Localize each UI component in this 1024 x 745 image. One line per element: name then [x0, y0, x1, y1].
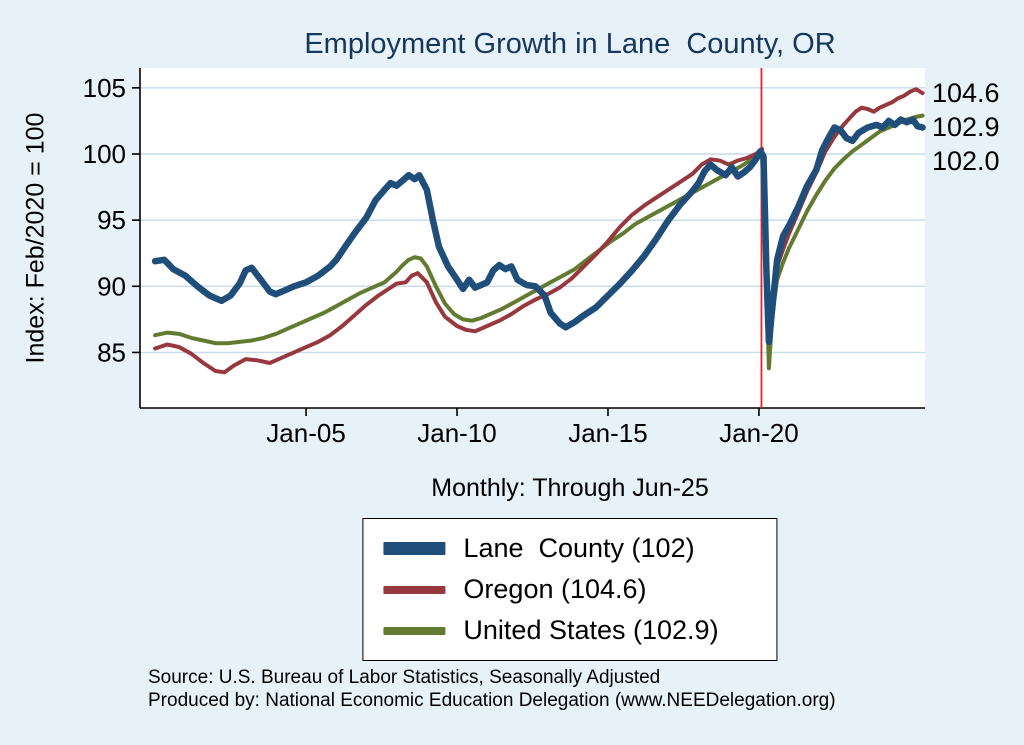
legend-item-lane-county: Lane County (102): [383, 533, 718, 564]
legend-label-united-states: United States (102.9): [463, 615, 719, 645]
series-line-lane-county: [151, 116, 926, 346]
series-line-united-states: [153, 113, 925, 371]
chart-subtitle: Monthly: Through Jun-25: [431, 474, 709, 502]
legend-label-lane-county: Lane County (102): [463, 533, 695, 563]
y-tick-label: 105: [83, 73, 126, 103]
x-tick-label: Jan-20: [719, 418, 799, 448]
series-end-label: 102.0: [932, 146, 1000, 176]
legend-swatch-oregon: [383, 585, 446, 594]
chart-title: Employment Growth in Lane County, OR: [304, 28, 836, 60]
y-tick-label: 95: [97, 205, 126, 235]
source-line: Source: U.S. Bureau of Labor Statistics,…: [148, 667, 661, 688]
x-tick-label: Jan-10: [417, 418, 497, 448]
y-tick-label: 85: [97, 337, 126, 367]
legend-swatch-united-states: [383, 626, 446, 635]
legend-swatch-lane-county: [383, 542, 446, 555]
plot-svg: 85 90 95 100 105 Jan-05 Jan-10 Jan-15 Jan-20 104.…: [83, 68, 1000, 448]
legend-item-united-states: United States (102.9): [383, 615, 719, 646]
y-tick-label: 90: [97, 271, 126, 301]
source-note: Source: U.S. Bureau of Labor Statistics,…: [148, 666, 836, 712]
x-tick-label: Jan-05: [266, 418, 346, 448]
legend-item-oregon: Oregon (104.6): [383, 574, 718, 605]
legend-label-oregon: Oregon (104.6): [463, 574, 647, 604]
plot-area: [140, 68, 925, 408]
produced-by-line: Produced by: National Economic Education…: [148, 690, 836, 711]
series-end-label: 102.9: [932, 112, 1000, 142]
y-tick-label: 100: [83, 139, 126, 169]
x-tick-label: Jan-15: [568, 418, 648, 448]
series-end-label: 104.6: [932, 78, 1000, 108]
legend: Lane County (102) Oregon (104.6) United St…: [362, 518, 778, 661]
